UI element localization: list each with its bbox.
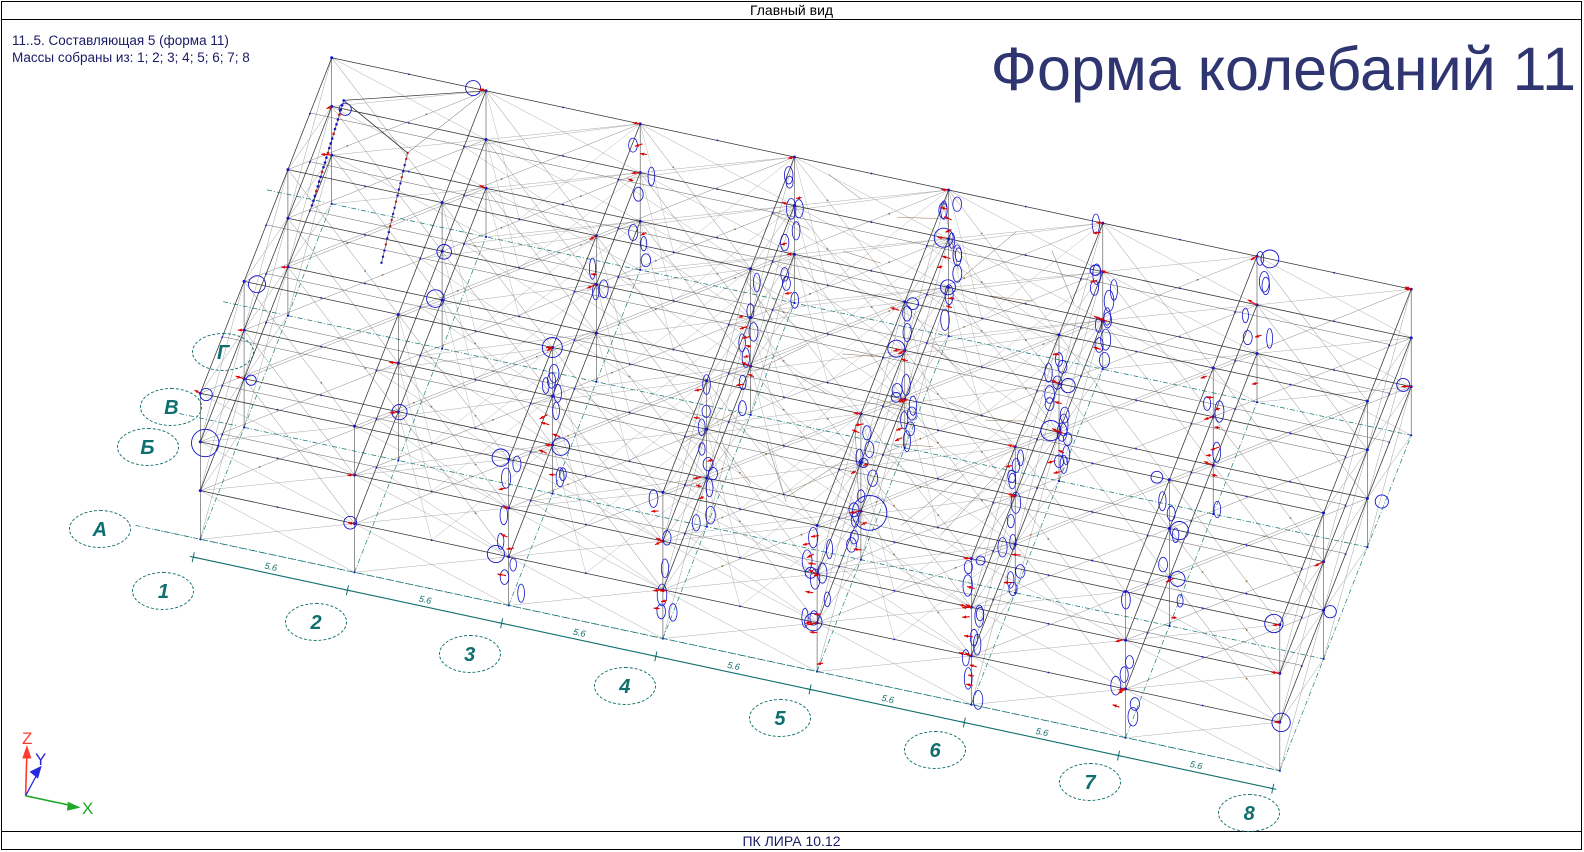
svg-text:X: X [82,799,93,818]
svg-text:Z: Z [22,729,32,748]
svg-text:Y: Y [35,750,46,769]
